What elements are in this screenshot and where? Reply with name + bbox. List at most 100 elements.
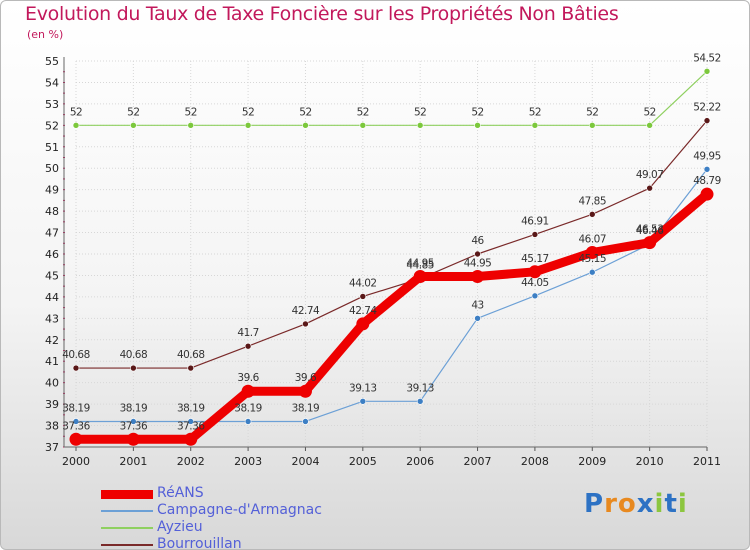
data-label: 39.13	[406, 382, 434, 394]
data-label: 37.36	[177, 420, 205, 432]
data-point	[69, 432, 83, 446]
x-tick-label: 2011	[693, 455, 721, 468]
data-label: 45.17	[521, 253, 549, 265]
data-point	[416, 398, 424, 405]
legend-swatch	[101, 527, 153, 529]
data-point	[413, 270, 427, 284]
data-point	[72, 364, 80, 372]
logo-letter: o	[617, 489, 637, 519]
data-label: 41.7	[237, 327, 258, 339]
data-point	[356, 317, 370, 331]
data-label: 52	[529, 106, 541, 118]
data-point	[646, 122, 653, 129]
data-label: 52	[185, 106, 197, 118]
series-line-2	[75, 70, 708, 126]
y-tick-label: 42	[45, 334, 59, 347]
y-tick-label: 52	[45, 119, 59, 132]
data-label: 52	[70, 106, 82, 118]
legend-swatch	[101, 490, 153, 499]
data-label: 37.36	[120, 420, 148, 432]
y-tick-label: 45	[45, 269, 59, 282]
data-label: 43	[471, 299, 483, 311]
data-label: 40.68	[62, 349, 90, 361]
data-point	[241, 384, 255, 398]
data-label: 52	[643, 106, 655, 118]
legend-label: RéANS	[157, 485, 204, 501]
data-point	[126, 432, 140, 446]
data-label: 52	[299, 106, 311, 118]
data-point	[703, 165, 711, 173]
data-point	[646, 184, 653, 192]
data-label: 42.74	[292, 305, 320, 317]
data-point	[244, 122, 252, 129]
data-label: 47.85	[578, 195, 606, 207]
y-tick-label: 54	[45, 76, 59, 89]
y-tick-label: 51	[45, 141, 59, 154]
data-point	[416, 122, 424, 129]
chart-title: Evolution du Taux de Taxe Foncière sur l…	[25, 3, 619, 25]
series-line-0	[71, 189, 712, 444]
data-label: 38.19	[234, 402, 262, 414]
data-point	[359, 398, 367, 405]
x-tick-label: 2000	[62, 455, 90, 468]
data-point	[130, 122, 137, 129]
data-label: 46	[471, 235, 484, 247]
data-label: 38.19	[62, 402, 90, 414]
data-point	[643, 236, 657, 250]
y-tick-label: 41	[45, 355, 59, 368]
data-label: 49.95	[693, 150, 721, 162]
y-tick-label: 49	[45, 184, 59, 197]
data-point	[474, 315, 481, 322]
x-tick-label: 2003	[234, 455, 262, 468]
y-tick-label: 40	[45, 377, 59, 390]
y-tick-label: 53	[45, 98, 59, 111]
x-tick-label: 2002	[177, 455, 205, 468]
data-point	[703, 117, 711, 124]
data-label: 44.95	[406, 258, 434, 270]
data-label: 52	[586, 106, 598, 118]
data-label: 52	[242, 106, 254, 118]
data-label: 52	[471, 106, 483, 118]
data-label: 46.53	[636, 224, 664, 236]
data-point	[244, 418, 252, 425]
data-label: 38.19	[177, 402, 205, 414]
data-point	[588, 211, 596, 218]
data-label: 52	[414, 106, 426, 118]
data-label: 54.52	[693, 52, 721, 64]
data-point	[531, 292, 539, 300]
data-point	[588, 268, 596, 276]
x-tick-label: 2007	[464, 455, 492, 468]
data-point	[531, 231, 539, 238]
logo-letter: i	[654, 489, 665, 519]
data-label: 44.05	[521, 277, 549, 289]
data-label: 40.68	[177, 349, 205, 361]
legend-swatch	[101, 544, 153, 546]
data-label: 40.68	[120, 349, 148, 361]
data-point	[302, 122, 309, 129]
data-label: 46.91	[521, 215, 549, 227]
data-point	[531, 122, 539, 129]
data-label: 48.79	[693, 175, 721, 187]
x-tick-label: 2008	[521, 455, 549, 468]
logo-letter: t	[664, 489, 678, 519]
y-tick-label: 44	[45, 291, 59, 304]
data-label: 49.07	[636, 169, 664, 181]
y-tick-label: 43	[45, 312, 59, 325]
x-tick-label: 2004	[291, 455, 319, 468]
data-label: 38.19	[120, 402, 148, 414]
data-label: 44.02	[349, 277, 377, 289]
series-line-3	[75, 120, 708, 369]
x-tick-label: 2006	[406, 455, 434, 468]
data-label: 44.85	[406, 260, 434, 272]
data-label: 38.19	[292, 402, 320, 414]
data-point	[187, 122, 195, 129]
data-point	[359, 122, 367, 129]
proxiti-logo: Proxiti	[584, 489, 688, 519]
y-tick-label: 37	[45, 441, 59, 454]
data-point	[244, 342, 252, 350]
data-label: 44.95	[464, 258, 492, 270]
legend-swatch	[101, 510, 153, 512]
data-point	[359, 293, 367, 300]
x-tick-label: 2005	[349, 455, 377, 468]
